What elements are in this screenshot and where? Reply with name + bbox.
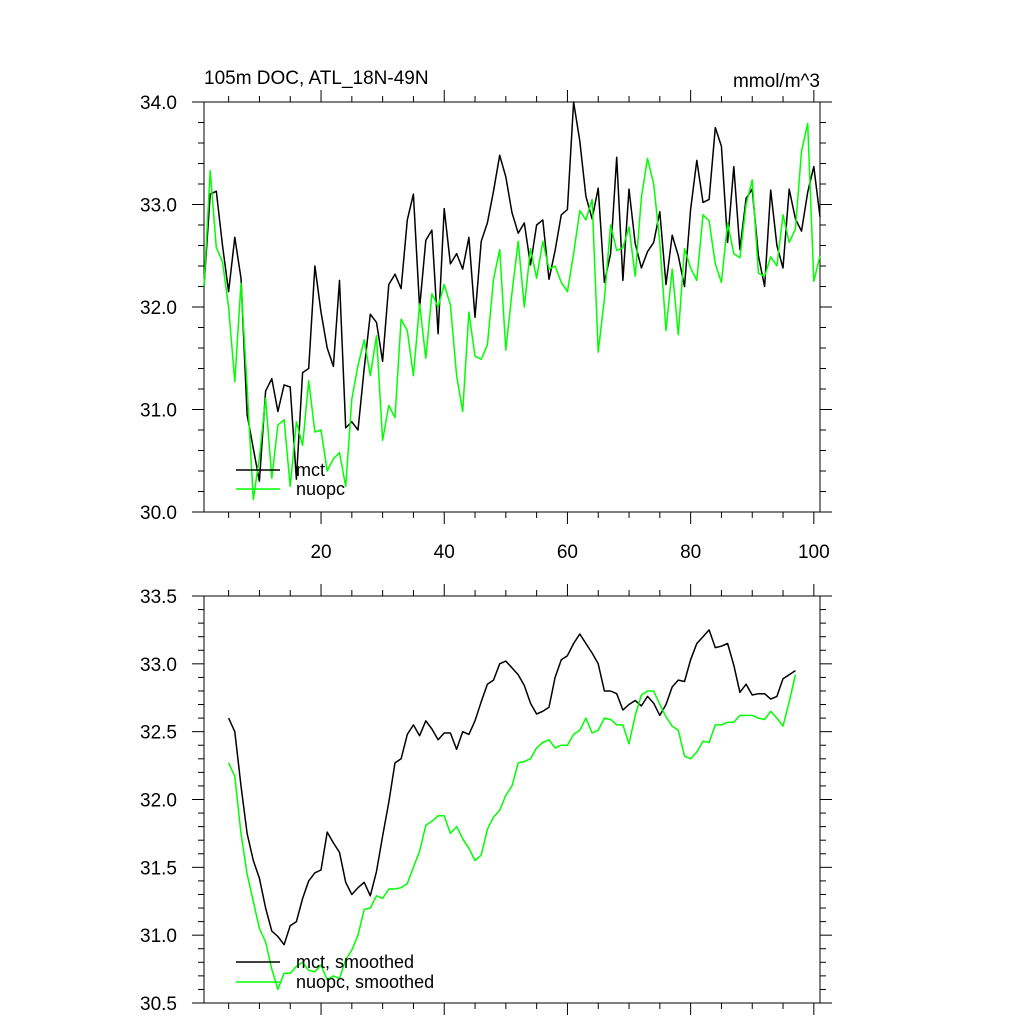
y-tick-label: 33.0: [140, 196, 177, 217]
y-tick-label: 31.5: [140, 858, 177, 879]
y-tick-label: 31.0: [140, 926, 177, 947]
y-tick-label: 30.5: [140, 994, 177, 1015]
y-tick-label: 33.0: [140, 655, 177, 676]
legend-label: nuopc: [296, 479, 345, 499]
legend-label: nuopc, smoothed: [296, 972, 434, 992]
y-tick-label: 31.0: [140, 401, 177, 422]
x-tick-label: 100: [798, 542, 830, 563]
series-line-nuopc-smoothed: [227, 674, 797, 991]
y-tick-label: 30.0: [140, 503, 177, 524]
y-tick-label: 34.0: [140, 93, 177, 114]
legend-label: mct, smoothed: [296, 952, 414, 972]
panel-top: 105m DOC, ATL_18N-49N mmol/m^3 30.0 31.0 3…: [140, 68, 832, 563]
x-tick-label: 20: [310, 542, 331, 563]
legend-label: mct: [296, 460, 325, 480]
series-line-mct: [203, 101, 821, 482]
y-tick-label: 33.5: [140, 587, 177, 608]
series-line-nuopc: [203, 122, 821, 501]
x-tick-label: 60: [557, 542, 578, 563]
panel-bottom: 30.5 31.0 31.5 32.0 32.5 33.0 33.5 mct, smoothe…: [140, 584, 832, 1015]
plot-frame: [203, 101, 821, 513]
y-tick-label: 32.0: [140, 791, 177, 812]
x-tick-label: 80: [680, 542, 701, 563]
x-tick-label: 40: [434, 542, 455, 563]
y-tick-label: 32.5: [140, 723, 177, 744]
chart-title: 105m DOC, ATL_18N-49N: [204, 68, 429, 89]
series-line-mct-smoothed: [227, 629, 796, 946]
units-label: mmol/m^3: [733, 71, 820, 92]
y-tick-label: 32.0: [140, 298, 177, 319]
plot-frame: [203, 595, 821, 1004]
